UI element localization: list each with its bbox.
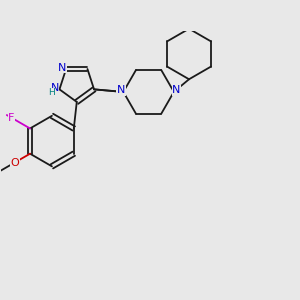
Text: O: O	[10, 158, 19, 168]
Text: H: H	[48, 88, 55, 98]
Text: N: N	[117, 85, 125, 95]
Text: F: F	[8, 113, 15, 123]
Text: N: N	[58, 62, 67, 73]
Text: N: N	[172, 85, 180, 95]
Text: N: N	[50, 83, 59, 94]
